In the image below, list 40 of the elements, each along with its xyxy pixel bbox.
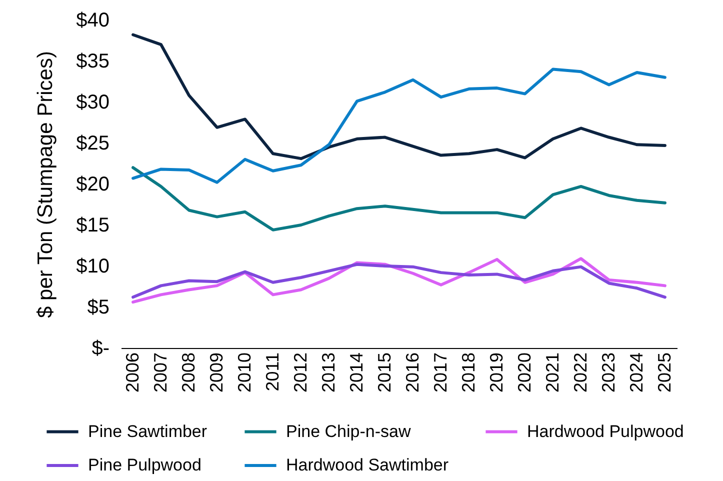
x-tick-label: 2020 xyxy=(514,352,534,393)
line-series xyxy=(132,262,666,299)
y-tick-label: $30 xyxy=(76,92,110,114)
y-tick-label: $40 xyxy=(76,10,110,32)
line-series xyxy=(132,33,666,160)
x-tick-label: 2023 xyxy=(598,352,618,393)
x-tick-label: 2019 xyxy=(486,352,506,393)
x-tick-label: 2006 xyxy=(122,352,143,393)
x-tick-label: 2024 xyxy=(626,352,646,393)
y-tick-label: $15 xyxy=(76,214,110,236)
x-tick-label: 2025 xyxy=(654,352,674,393)
legend-label: Hardwood Pulpwood xyxy=(527,422,684,441)
y-tick-label: $25 xyxy=(76,132,110,154)
x-tick-label: 2015 xyxy=(374,352,394,393)
x-tick-label: 2012 xyxy=(290,352,311,393)
x-tick-label: 2018 xyxy=(458,352,478,393)
line-series xyxy=(132,68,666,184)
y-axis-title: $ per Ton (Stumpage Prices) xyxy=(34,51,58,318)
x-tick-label: 2010 xyxy=(234,352,255,393)
legend-label: Pine Pulpwood xyxy=(88,456,202,474)
x-tick-label: 2011 xyxy=(262,352,283,392)
line-series xyxy=(132,257,666,304)
y-tick-label: $5 xyxy=(87,296,110,318)
x-tick-label: 2016 xyxy=(402,352,422,393)
x-tick-label: 2009 xyxy=(206,352,227,393)
y-tick-label: $35 xyxy=(76,50,110,72)
x-tick-label: 2014 xyxy=(346,352,367,393)
x-tick-label: 2008 xyxy=(178,352,199,393)
x-tick-label: 2013 xyxy=(318,352,339,393)
x-tick-label: 2021 xyxy=(542,352,562,393)
y-tick-label: $10 xyxy=(76,256,110,278)
x-tick-label: 2017 xyxy=(430,352,450,393)
x-tick-label: 2007 xyxy=(150,352,171,393)
line-series xyxy=(132,166,666,232)
legend-label: Pine Chip-n-saw xyxy=(286,422,412,441)
x-tick-label: 2022 xyxy=(570,352,590,393)
y-tick-label: $- xyxy=(92,338,110,360)
legend-label: Pine Sawtimber xyxy=(88,422,208,441)
legend-label: Hardwood Sawtimber xyxy=(286,456,449,474)
y-tick-label: $20 xyxy=(76,174,110,196)
